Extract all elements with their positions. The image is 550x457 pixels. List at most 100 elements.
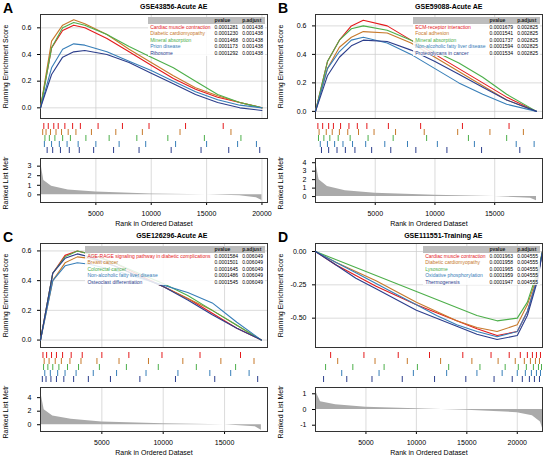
svg-text:5000: 5000 [358, 439, 374, 446]
svg-text:20000: 20000 [508, 439, 528, 446]
html-text:0.0001947: 0.0001947 [489, 278, 514, 285]
html-text:AGE-RAGE signaling pathway in: AGE-RAGE signaling pathway in diabetic c… [87, 252, 211, 259]
svg-text:0.2: 0.2 [22, 77, 32, 84]
html-text:0.002825: 0.002825 [517, 49, 538, 56]
svg-text:0: 0 [28, 421, 32, 428]
svg-text:1: 1 [28, 182, 32, 189]
svg-text:Ranked List Metric: Ranked List Metric [277, 385, 284, 438]
html-text:0.004555: 0.004555 [517, 278, 538, 285]
svg-text:0.0: 0.0 [22, 104, 32, 111]
svg-text:Ranked List Metric: Ranked List Metric [277, 156, 284, 209]
svg-text:0.00: 0.00 [293, 248, 307, 255]
svg-text:Rank in Ordered Dataset: Rank in Ordered Dataset [115, 449, 192, 456]
html-text:Mineral absorption: Mineral absorption [150, 36, 192, 43]
svg-text:0.0: 0.0 [297, 108, 307, 115]
html-text:0.0001292: 0.0001292 [214, 49, 239, 56]
html-text:Ribosome: Ribosome [150, 49, 173, 56]
svg-text:5000: 5000 [367, 210, 383, 217]
html-text:Colorectal cancer: Colorectal cancer [87, 265, 127, 272]
html-text:Mineral absorption: Mineral absorption [415, 36, 457, 43]
html-text:0.004555: 0.004555 [517, 252, 538, 259]
svg-text:10000: 10000 [425, 210, 445, 217]
svg-text:Running Enrichment Score: Running Enrichment Score [277, 254, 285, 338]
svg-text:2: 2 [28, 172, 32, 179]
html-text:0.0001281: 0.0001281 [214, 23, 239, 30]
svg-text:0.0: 0.0 [22, 336, 32, 343]
html-text:Osteoclast differentiation: Osteoclast differentiation [87, 278, 143, 285]
svg-text:10000: 10000 [141, 210, 161, 217]
svg-text:10000: 10000 [407, 439, 427, 446]
svg-text:Running Enrichment Score: Running Enrichment Score [2, 25, 10, 109]
html-text:0.0001737: 0.0001737 [489, 36, 514, 43]
html-text:Thermogenesis: Thermogenesis [425, 278, 460, 285]
svg-text:0.6: 0.6 [22, 24, 32, 31]
svg-text:Running Enrichment Score: Running Enrichment Score [277, 25, 285, 109]
svg-text:Rank in Ordered Dataset: Rank in Ordered Dataset [390, 449, 467, 456]
html-text:0.006049: 0.006049 [242, 265, 263, 272]
svg-text:3: 3 [303, 167, 307, 174]
html-text:Cardiac muscle contraction: Cardiac muscle contraction [425, 252, 486, 259]
html-text:0.0001965: 0.0001965 [489, 265, 514, 272]
svg-text:1: 1 [303, 184, 307, 191]
svg-text:Ranked List Metric: Ranked List Metric [2, 385, 9, 438]
html-text:0.006049: 0.006049 [242, 252, 263, 259]
html-text:D: D [278, 229, 289, 245]
svg-text:0.4: 0.4 [22, 277, 32, 284]
svg-text:2: 2 [303, 176, 307, 183]
html-text:0.0001679: 0.0001679 [489, 23, 514, 30]
html-text:0.001438: 0.001438 [242, 49, 263, 56]
html-text:0.0001468: 0.0001468 [214, 36, 239, 43]
svg-text:GSE59088-Acute AE: GSE59088-Acute AE [415, 3, 483, 10]
svg-text:0: 0 [303, 193, 307, 200]
svg-text:0.6: 0.6 [22, 247, 32, 254]
html-text:0.004555: 0.004555 [517, 265, 538, 272]
svg-text:Rank in Ordered Dataset: Rank in Ordered Dataset [115, 220, 192, 227]
svg-text:Ranked List Metric: Ranked List Metric [2, 156, 9, 209]
svg-text:15000: 15000 [197, 210, 217, 217]
html-text:Cardiac muscle contraction: Cardiac muscle contraction [150, 23, 211, 30]
svg-text:GSE43856-Acute AE: GSE43856-Acute AE [140, 3, 208, 10]
svg-text:10000: 10000 [153, 439, 173, 446]
html-text:Lysosome: Lysosome [425, 265, 448, 272]
svg-text:-0.50: -0.50 [291, 314, 307, 321]
svg-text:20000: 20000 [252, 210, 272, 217]
html-text:0.0001645: 0.0001645 [214, 265, 239, 272]
html-text:0.001438: 0.001438 [242, 36, 263, 43]
svg-text:0: 0 [303, 406, 307, 413]
svg-text:-1: -1 [300, 421, 306, 428]
html-text:0.0001963: 0.0001963 [489, 252, 514, 259]
html-text:ECM-receptor interaction: ECM-receptor interaction [415, 23, 471, 30]
svg-text:4: 4 [303, 159, 307, 166]
html-text:0.006049: 0.006049 [242, 278, 263, 285]
html-text:0.002825: 0.002825 [517, 36, 538, 43]
svg-text:GSE126296-Acute AE: GSE126296-Acute AE [136, 232, 208, 239]
svg-text:0.2: 0.2 [22, 307, 32, 314]
svg-text:15000: 15000 [215, 439, 235, 446]
html-text:0.002825: 0.002825 [517, 23, 538, 30]
svg-text:Running Enrichment Score: Running Enrichment Score [2, 254, 10, 338]
svg-text:5000: 5000 [94, 439, 110, 446]
svg-text:GSE111551-Training AE: GSE111551-Training AE [404, 232, 483, 240]
svg-text:2: 2 [28, 407, 32, 414]
svg-text:1: 1 [303, 390, 307, 397]
svg-text:0.2: 0.2 [297, 79, 307, 86]
svg-text:0: 0 [28, 191, 32, 198]
html-text:C: C [3, 229, 14, 245]
html-text:0.0001545: 0.0001545 [214, 278, 239, 285]
html-text:B: B [278, 0, 289, 16]
html-text:A: A [3, 0, 14, 16]
svg-text:4: 4 [28, 394, 32, 401]
svg-text:0.6: 0.6 [297, 22, 307, 29]
html-text:0.001438: 0.001438 [242, 23, 263, 30]
svg-text:3: 3 [28, 162, 32, 169]
html-text:Proteoglycans in cancer: Proteoglycans in cancer [415, 49, 469, 56]
svg-text:0.4: 0.4 [297, 51, 307, 58]
svg-text:Rank in Ordered Dataset: Rank in Ordered Dataset [390, 220, 467, 227]
svg-text:-0.25: -0.25 [291, 281, 307, 288]
html-text:0.0001534: 0.0001534 [489, 49, 514, 56]
svg-text:15000: 15000 [485, 210, 505, 217]
svg-text:15000: 15000 [457, 439, 477, 446]
html-text:0.0001584: 0.0001584 [214, 252, 239, 259]
svg-text:5000: 5000 [88, 210, 104, 217]
svg-text:0.4: 0.4 [22, 51, 32, 58]
